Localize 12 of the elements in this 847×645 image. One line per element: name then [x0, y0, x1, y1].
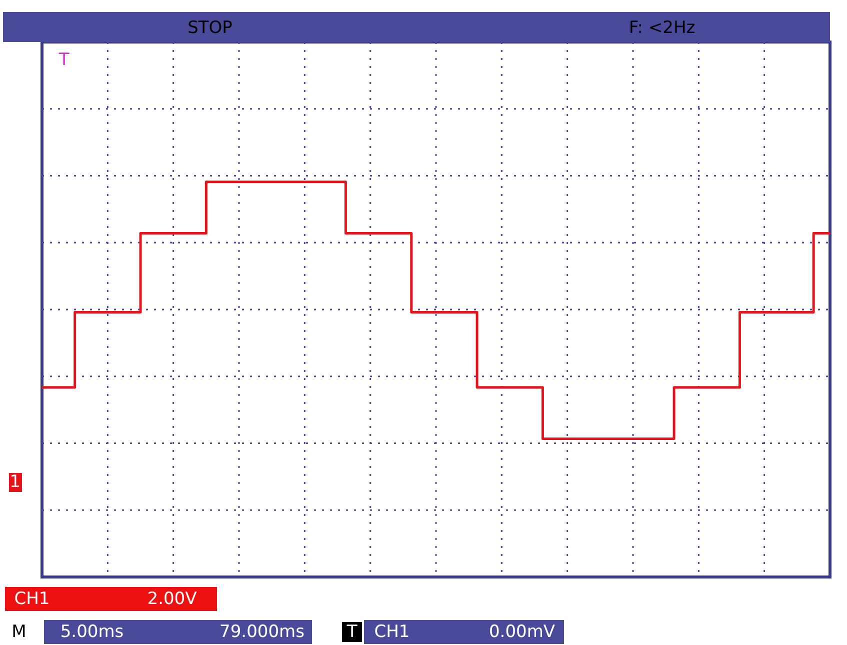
text: CH1 [14, 589, 50, 609]
text: STOP [188, 18, 232, 38]
text: 79.000ms [220, 622, 305, 642]
text: 0.00mV [488, 622, 556, 642]
text: 5.00ms [60, 622, 124, 642]
text: 2.00V [147, 589, 198, 609]
text: T [58, 50, 70, 70]
text: M [12, 622, 26, 642]
text: CH1 [374, 622, 410, 642]
text: T [346, 622, 358, 642]
text: F: <2Hz [628, 18, 696, 38]
text: 1 [10, 472, 20, 492]
